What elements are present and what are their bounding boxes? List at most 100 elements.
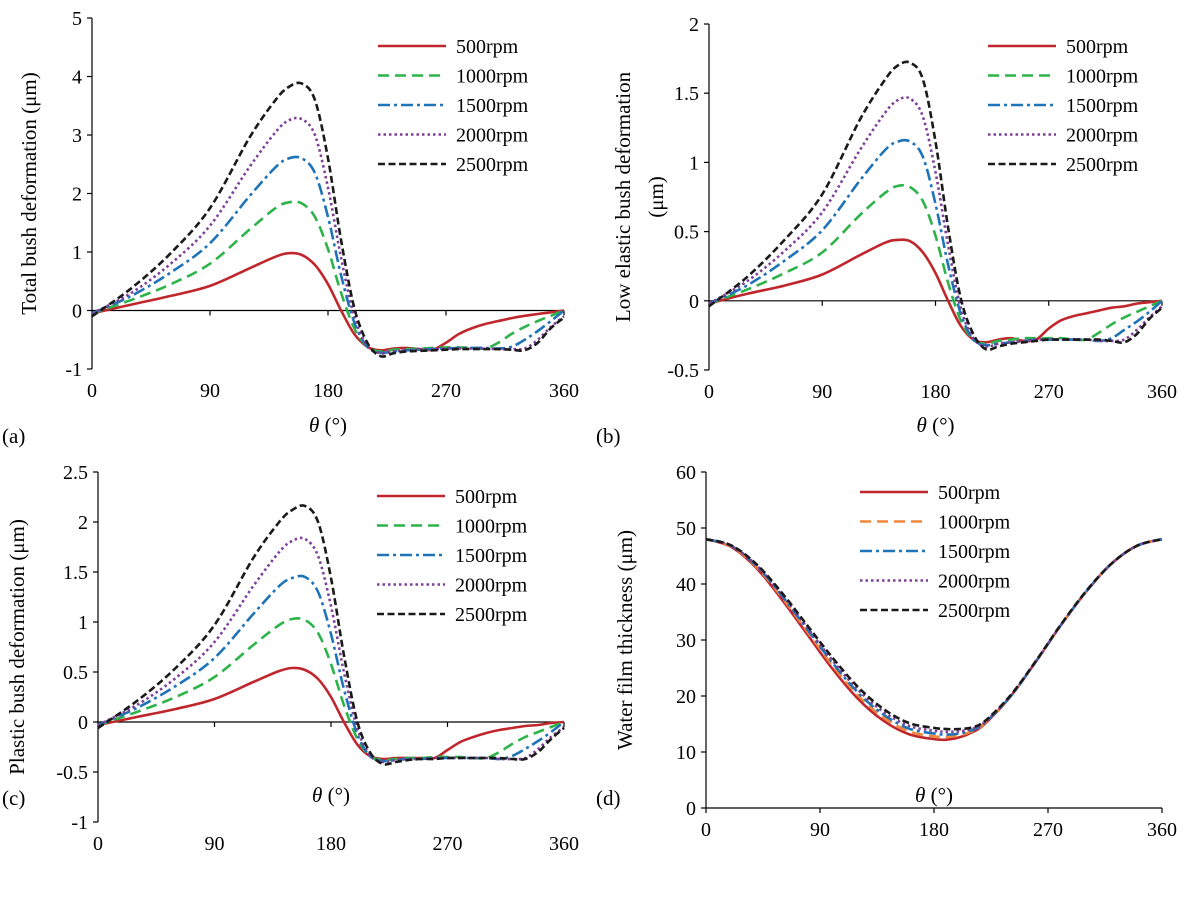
x-axis-label-symbol: θ bbox=[309, 413, 319, 437]
y-tick-label: 5 bbox=[72, 8, 82, 30]
y-tick-label: 0 bbox=[72, 301, 82, 323]
panel-label: (b) bbox=[596, 424, 621, 448]
series-line-1000rpm bbox=[97, 617, 565, 762]
y-tick-label: 3 bbox=[72, 125, 82, 147]
y-tick-label: 50 bbox=[676, 518, 696, 540]
x-axis-label: θ (°) bbox=[309, 413, 347, 437]
legend-label: 1000rpm bbox=[456, 66, 529, 88]
y-tick-label: 30 bbox=[676, 630, 696, 652]
y-tick-label: 10 bbox=[676, 742, 696, 764]
legend-label: 2500rpm bbox=[455, 604, 528, 626]
y-tick-label: 1.5 bbox=[674, 83, 699, 105]
legend: 500rpm 1000rpm 1500rpm 2000rpm 2500rpm bbox=[377, 486, 528, 626]
legend-label: 500rpm bbox=[938, 482, 1001, 504]
x-tick-label: 180 bbox=[921, 381, 951, 403]
y-tick-label: 2 bbox=[72, 184, 82, 206]
chart-panel-c: -1 -0.5 0 0.5 1 1.5 2 2.5 0 90 180 270 360 θ (°) Plast… bbox=[2, 462, 579, 855]
legend-label: 500rpm bbox=[455, 486, 518, 508]
legend-label: 1500rpm bbox=[1066, 95, 1139, 117]
series-line-500rpm bbox=[708, 238, 1163, 344]
y-tick-label: 0.5 bbox=[63, 662, 88, 684]
y-tick-label: 2 bbox=[689, 14, 699, 36]
legend-label: 2000rpm bbox=[455, 575, 528, 597]
x-tick-label: 360 bbox=[1147, 381, 1177, 403]
x-axis-label-symbol: θ bbox=[915, 783, 925, 807]
y-axis-label: Low elastic bush deformation bbox=[611, 71, 635, 322]
y-tick-label: -1 bbox=[65, 359, 82, 381]
chart-panel-d: 0 10 20 30 40 50 60 0 90 180 270 360 θ (°) Water film… bbox=[596, 462, 1177, 841]
legend-label: 2000rpm bbox=[1066, 125, 1139, 147]
y-tick-label: 20 bbox=[676, 686, 696, 708]
y-tick-label: 0 bbox=[689, 291, 699, 313]
series-line-1500rpm bbox=[705, 537, 1163, 736]
x-axis-label-symbol: θ bbox=[312, 783, 322, 807]
x-axis-label: θ (°) bbox=[917, 413, 955, 437]
legend: 500rpm 1000rpm 1500rpm 2000rpm 2500rpm bbox=[378, 36, 529, 176]
x-axis-label-unit: (°) bbox=[927, 413, 955, 437]
y-axis-label-unit: (μm) bbox=[644, 176, 668, 218]
legend-label: 1500rpm bbox=[938, 541, 1011, 563]
x-tick-label: 0 bbox=[704, 381, 714, 403]
x-axis-label: θ (°) bbox=[312, 783, 350, 807]
series-line-2500rpm bbox=[708, 60, 1163, 352]
y-tick-label: 1 bbox=[72, 242, 82, 264]
legend-label: 500rpm bbox=[1066, 36, 1129, 58]
x-tick-label: 360 bbox=[549, 380, 579, 402]
series-line-2000rpm bbox=[705, 537, 1163, 734]
series-line-2500rpm bbox=[97, 504, 565, 766]
x-tick-label: 180 bbox=[313, 380, 343, 402]
y-axis-label: Water film thickness (μm) bbox=[613, 530, 637, 750]
y-tick-label: 2.5 bbox=[63, 462, 88, 484]
y-tick-label: 0 bbox=[78, 712, 88, 734]
legend: 500rpm 1000rpm 1500rpm 2000rpm 2500rpm bbox=[860, 482, 1011, 622]
x-axis-label: θ (°) bbox=[915, 783, 953, 807]
x-tick-label: 360 bbox=[1147, 819, 1177, 841]
x-tick-label: 90 bbox=[812, 381, 832, 403]
y-tick-label: 0 bbox=[686, 798, 696, 820]
legend-label: 2500rpm bbox=[1066, 154, 1139, 176]
y-tick-label: 40 bbox=[676, 574, 696, 596]
series-line-2500rpm bbox=[91, 81, 565, 358]
series-line-2500rpm bbox=[705, 537, 1163, 731]
x-axis-label-unit: (°) bbox=[319, 413, 347, 437]
series-line-2000rpm bbox=[97, 536, 565, 764]
series-line-500rpm bbox=[91, 251, 565, 352]
panel-label: (a) bbox=[2, 424, 25, 448]
legend-label: 1000rpm bbox=[455, 516, 528, 538]
x-tick-label: 360 bbox=[549, 833, 579, 855]
y-tick-label: 60 bbox=[676, 462, 696, 484]
x-tick-label: 270 bbox=[433, 833, 463, 855]
legend: 500rpm 1000rpm 1500rpm 2000rpm 2500rpm bbox=[988, 36, 1139, 176]
y-tick-label: 4 bbox=[72, 67, 82, 89]
legend-label: 2500rpm bbox=[938, 600, 1011, 622]
y-tick-label: -1 bbox=[71, 812, 88, 834]
legend-label: 1500rpm bbox=[456, 95, 529, 117]
x-axis-label-unit: (°) bbox=[925, 783, 953, 807]
series-line-500rpm bbox=[97, 666, 565, 761]
y-tick-label: 1 bbox=[689, 152, 699, 174]
panel-label: (d) bbox=[596, 786, 621, 810]
x-tick-label: 180 bbox=[316, 833, 346, 855]
x-tick-label: 90 bbox=[200, 380, 220, 402]
legend-label: 1000rpm bbox=[1066, 66, 1139, 88]
legend-label: 1000rpm bbox=[938, 512, 1011, 534]
x-tick-label: 270 bbox=[431, 380, 461, 402]
legend-label: 2000rpm bbox=[938, 571, 1011, 593]
x-tick-label: 180 bbox=[919, 819, 949, 841]
legend-label: 2500rpm bbox=[456, 154, 529, 176]
legend-label: 1500rpm bbox=[455, 545, 528, 567]
y-tick-label: -0.5 bbox=[56, 762, 88, 784]
x-tick-label: 270 bbox=[1033, 819, 1063, 841]
x-tick-label: 90 bbox=[810, 819, 830, 841]
y-tick-label: 2 bbox=[78, 512, 88, 534]
x-axis-label-unit: (°) bbox=[322, 783, 350, 807]
y-axis-label: Total bush deformation (μm) bbox=[17, 72, 41, 314]
x-tick-label: 0 bbox=[701, 819, 711, 841]
x-tick-label: 90 bbox=[205, 833, 225, 855]
legend-label: 500rpm bbox=[456, 36, 519, 58]
y-tick-label: 0.5 bbox=[674, 222, 699, 244]
x-tick-label: 270 bbox=[1034, 381, 1064, 403]
x-axis-label-symbol: θ bbox=[917, 413, 927, 437]
